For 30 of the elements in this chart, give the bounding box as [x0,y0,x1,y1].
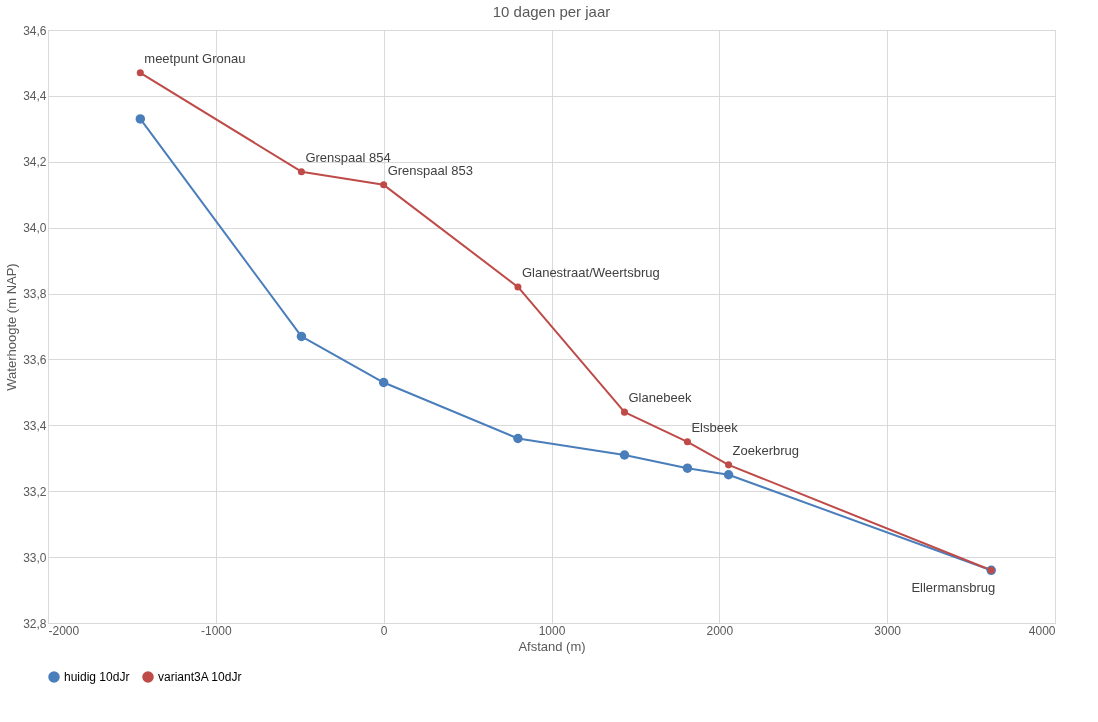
annotation: Grenspaal 854 [305,149,391,165]
y-tick-label: 34,6 [23,23,47,38]
annotation: meetpunt Gronau [144,50,246,66]
x-tick-label: 2000 [706,623,734,638]
y-tick-label: 33,0 [23,550,47,565]
y-tick-label: 33,6 [23,352,47,367]
x-tick-label: 1000 [538,623,566,638]
annotation: Ellermansbrug [911,580,996,596]
x-tick-label: 4000 [1028,623,1056,638]
chart-title: 10 dagen per jaar [492,3,611,20]
y-tick-label: 32,8 [23,616,47,631]
y-tick-label: 33,8 [23,287,47,302]
y-tick-label: 34,2 [23,155,47,170]
y-tick-label: 34,0 [23,221,47,236]
annotation: Glanestraat/Weertsbrug [521,264,660,280]
y-axis-title: Waterhoogte (m NAP) [4,263,20,391]
annotation: Elsbeek [691,419,739,435]
y-tick-label: 34,4 [23,89,47,104]
legend-label: huidig 10dJr [64,670,130,684]
x-tick-label: -2000 [48,623,80,638]
x-axis-title: Afstand (m) [518,638,586,654]
y-tick-label: 33,2 [23,484,47,499]
annotation: Grenspaal 853 [387,162,473,178]
legend-label: variant3A 10dJr [158,670,242,684]
annotation: Zoekerbrug [732,442,800,458]
x-tick-label: 3000 [874,623,902,638]
x-tick-label: 0 [380,623,388,638]
annotation: Glanebeek [628,390,692,406]
y-tick-label: 33,4 [23,418,47,433]
x-tick-label: -1000 [200,623,232,638]
